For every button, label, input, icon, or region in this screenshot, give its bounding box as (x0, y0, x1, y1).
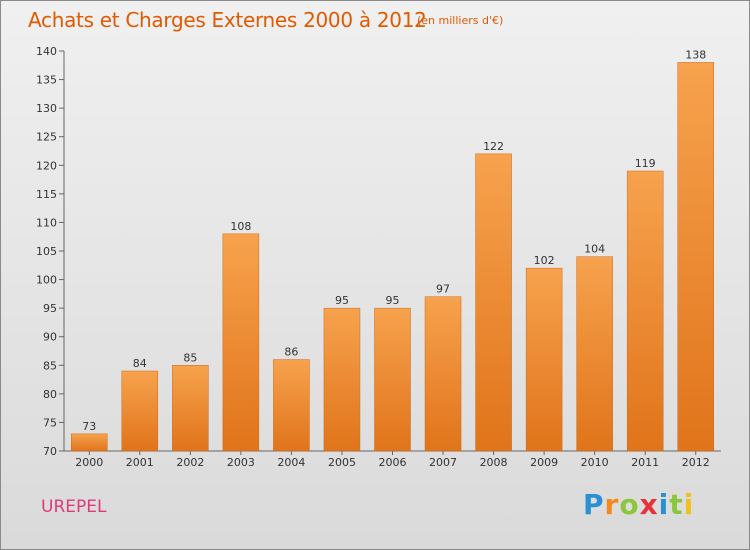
proxiti-logo[interactable]: Proxiti (583, 488, 694, 521)
data-label-2012: 138 (685, 48, 706, 61)
y-tick-label: 125 (36, 131, 57, 144)
y-tick-label: 110 (36, 216, 57, 229)
bar-2008 (475, 153, 512, 452)
bar-2006 (374, 307, 411, 452)
x-tick-label-2004: 2004 (277, 456, 305, 469)
logo-letter: x (639, 488, 659, 521)
data-label-2003: 108 (230, 220, 251, 233)
bar-2007 (424, 296, 462, 452)
y-tick-label: 135 (36, 74, 57, 87)
data-label-2002: 85 (183, 351, 197, 364)
y-tick-label: 130 (36, 102, 57, 115)
bar-2000 (71, 433, 108, 452)
bar-2010 (576, 256, 613, 452)
bar-2003 (222, 233, 260, 452)
chart-title: Achats et Charges Externes 2000 à 2012 (28, 8, 427, 32)
data-label-2006: 95 (386, 294, 400, 307)
x-tick-label-2009: 2009 (530, 456, 558, 469)
y-tick-label: 70 (43, 445, 57, 458)
bar-2009 (525, 267, 563, 452)
data-label-2008: 122 (483, 140, 504, 153)
bar-2002 (172, 365, 209, 452)
logo-letter: o (619, 488, 640, 521)
y-tick-label: 85 (43, 359, 57, 372)
data-labels: 73 84 85 108 86 95 95 97 122 102 104 119 138 (82, 48, 706, 432)
y-tick-label: 115 (36, 188, 57, 201)
data-label-2011: 119 (635, 157, 656, 170)
bars (71, 62, 714, 452)
y-tick-label: 100 (36, 274, 57, 287)
logo-letter: P (583, 488, 605, 521)
bar-2012 (677, 62, 714, 452)
x-tick-label-2005: 2005 (328, 456, 356, 469)
x-tick-label-2003: 2003 (227, 456, 255, 469)
data-label-2000: 73 (82, 420, 96, 433)
x-tick-label-2011: 2011 (631, 456, 659, 469)
x-tick-label-2012: 2012 (682, 456, 710, 469)
chart-subtitle: (en milliers d'€) (417, 14, 504, 27)
x-tick-label-2008: 2008 (480, 456, 508, 469)
x-tick-label-2001: 2001 (126, 456, 154, 469)
logo-letter: r (604, 488, 620, 521)
data-label-2005: 95 (335, 294, 349, 307)
y-tick-label: 105 (36, 245, 57, 258)
x-tick-label-2006: 2006 (379, 456, 407, 469)
bar-2001 (121, 370, 159, 452)
x-tick-label-2010: 2010 (581, 456, 609, 469)
bar-2011 (626, 170, 664, 452)
y-tick-label: 95 (43, 302, 57, 315)
logo-letter: i (683, 488, 695, 521)
x-tick-label-2000: 2000 (75, 456, 103, 469)
bar-2005 (323, 307, 361, 452)
y-tick-label: 140 (36, 45, 57, 58)
y-tick-label: 90 (43, 331, 57, 344)
commune-name: UREPEL (41, 497, 107, 517)
data-label-2010: 104 (584, 243, 605, 256)
axes: 70 75 80 85 90 95 100 105 110 115 120 125 130 135 140 2… (36, 45, 721, 469)
x-tick-label-2002: 2002 (176, 456, 204, 469)
data-label-2007: 97 (436, 283, 450, 296)
y-tick-label: 80 (43, 388, 57, 401)
bar-2004 (273, 359, 310, 452)
logo-letter: i (658, 488, 670, 521)
data-label-2001: 84 (133, 357, 147, 370)
logo-letter: t (669, 488, 684, 521)
data-label-2009: 102 (534, 254, 555, 267)
x-tick-label-2007: 2007 (429, 456, 457, 469)
y-tick-label: 120 (36, 159, 57, 172)
y-tick-label: 75 (43, 416, 57, 429)
data-label-2004: 86 (284, 346, 298, 359)
